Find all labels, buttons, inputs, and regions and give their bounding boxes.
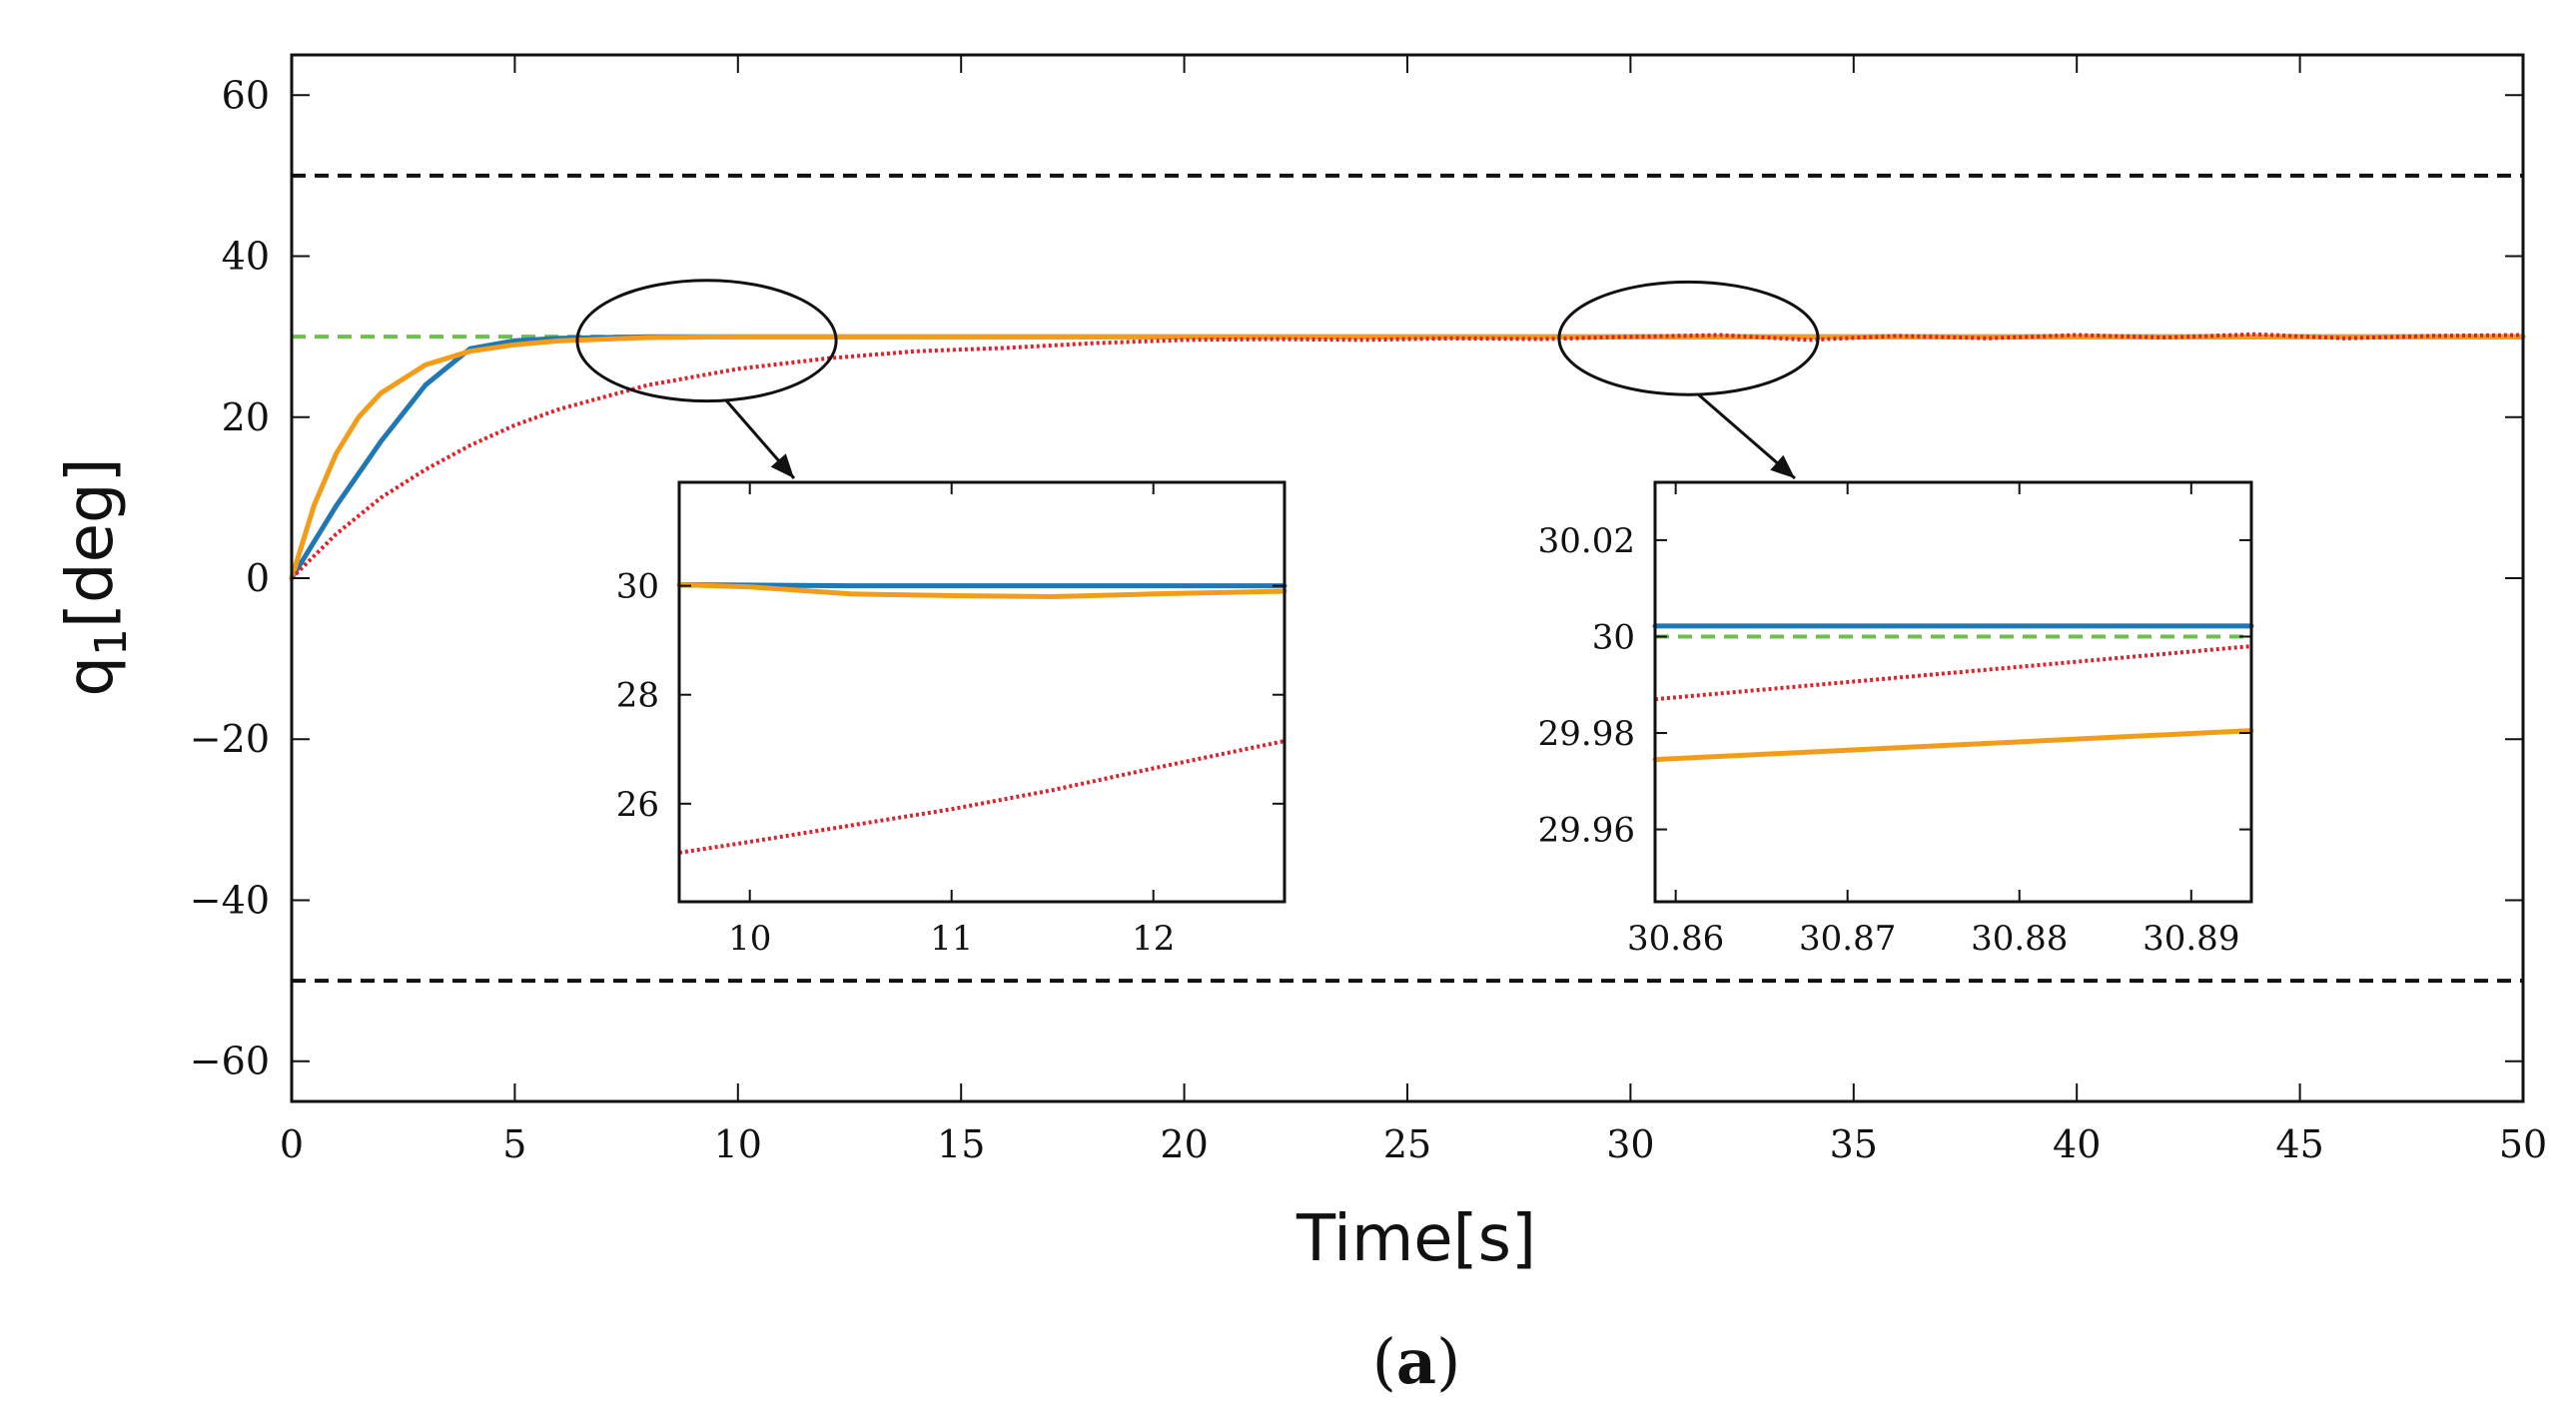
y-tick-label: 30 (616, 567, 659, 607)
inset-background (679, 482, 1285, 902)
caption-letter: a (1396, 1325, 1436, 1398)
x-tick-label: 30.89 (2143, 919, 2239, 959)
inset-background (1655, 482, 2251, 902)
y-tick-label: 20 (222, 395, 270, 439)
main-plot-area: 0 5 10 15 20 25 30 35 40 45 50 60 40 20 0 −20 −40 −60 (190, 53, 2547, 1166)
zoom-arrowhead-1 (770, 453, 794, 478)
x-tick-label: 12 (1132, 919, 1175, 959)
series-line-orange (1652, 728, 2254, 763)
x-tick-label: 30.88 (1971, 919, 2068, 959)
y-axis-title: q1[deg] (54, 457, 137, 696)
svg-text:q1[deg]: q1[deg] (54, 457, 137, 696)
y-tick-label: 0 (246, 556, 270, 600)
y-tick-label: 28 (616, 676, 659, 716)
x-tick-label: 0 (280, 1122, 304, 1166)
series-line-red (678, 739, 1286, 855)
x-tick-label: 45 (2275, 1122, 2323, 1166)
y-axis-title-main: q (54, 656, 128, 697)
x-tick-label: 11 (930, 919, 973, 959)
x-tick-label: 30 (1606, 1122, 1654, 1166)
x-tick-label: 10 (714, 1122, 762, 1166)
y-tick-label: 60 (222, 73, 270, 117)
series-line-orange (676, 582, 1288, 599)
y-tick-label: 29.96 (1538, 811, 1635, 851)
series-line-red (1654, 644, 2252, 702)
y-axis-title-subscript: 1 (86, 628, 137, 656)
y-tick-label: 30.02 (1538, 521, 1635, 561)
plot-frame (1653, 480, 2253, 904)
y-tick-label: 29.98 (1538, 714, 1635, 754)
y-tick-label: 30 (1592, 617, 1635, 657)
caption-close-paren: ) (1436, 1325, 1460, 1398)
y-tick-label: 26 (616, 785, 659, 825)
x-tick-label: 10 (728, 919, 771, 959)
x-tick-label: 25 (1383, 1122, 1431, 1166)
x-tick-label: 15 (937, 1122, 985, 1166)
caption-open-paren: ( (1372, 1325, 1396, 1398)
x-axis-title: Time[s] (1295, 1202, 1536, 1276)
zoom-arrowhead-2 (1770, 454, 1795, 478)
series-line-blue (676, 582, 1288, 589)
y-axis-title-unit: [deg] (54, 457, 128, 628)
zoom-ellipse-2 (1557, 280, 1820, 396)
y-tick-label: 40 (222, 235, 270, 279)
y-tick-label: −60 (190, 1040, 270, 1083)
inset-2: 30.86 30.87 30.88 30.89 30.02 30 29.98 29.96 (1538, 480, 2254, 959)
x-tick-label: 40 (2053, 1122, 2101, 1166)
y-tick-label: −20 (190, 717, 270, 761)
plot-frame (677, 480, 1287, 904)
inset-1: 10 11 12 30 28 26 (616, 480, 1288, 959)
x-tick-label: 35 (1830, 1122, 1878, 1166)
x-tick-label: 50 (2499, 1122, 2547, 1166)
x-tick-label: 5 (502, 1122, 526, 1166)
x-tick-label: 30.87 (1799, 919, 1896, 959)
y-tick-label: −40 (190, 878, 270, 922)
figure-caption: (a) (1372, 1325, 1461, 1398)
zoom-ellipse-1 (575, 279, 838, 403)
x-tick-label: 30.86 (1627, 919, 1724, 959)
zoom-ellipses (575, 279, 1820, 480)
x-tick-label: 20 (1160, 1122, 1208, 1166)
